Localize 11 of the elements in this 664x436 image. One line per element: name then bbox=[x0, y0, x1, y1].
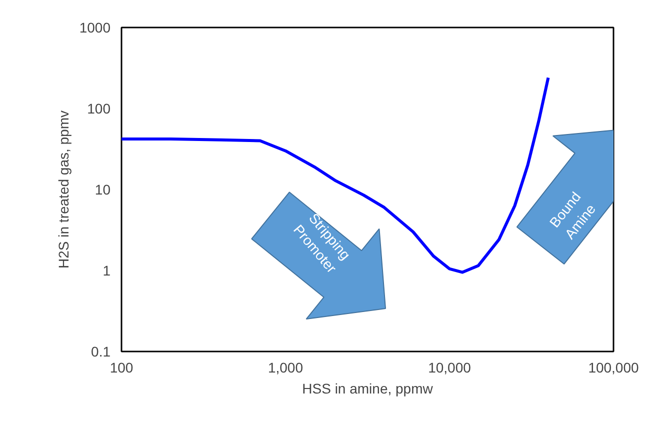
y-tick-label: 100 bbox=[87, 100, 111, 116]
x-tick-label: 100,000 bbox=[588, 360, 640, 376]
x-axis-title: HSS in amine, ppmw bbox=[302, 380, 434, 396]
y-tick-label: 0.1 bbox=[91, 344, 111, 360]
y-tick-label: 10 bbox=[94, 182, 111, 198]
x-tick-label: 1,000 bbox=[268, 360, 304, 376]
y-tick-label: 1000 bbox=[79, 20, 111, 36]
y-tick-label: 1 bbox=[102, 262, 111, 278]
y-axis-title: H2S in treated gas, ppmv bbox=[55, 110, 72, 268]
x-tick-label: 10,000 bbox=[428, 360, 472, 376]
x-tick-label: 100 bbox=[110, 360, 134, 376]
